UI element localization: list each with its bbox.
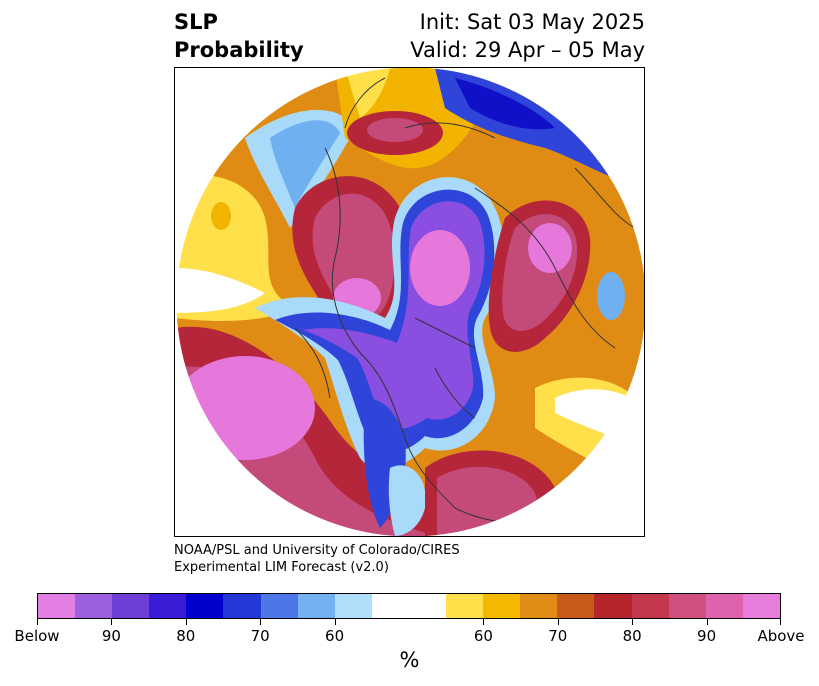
- lightblue-streak-south: [388, 465, 426, 536]
- colorbar-swatch: [112, 594, 150, 618]
- valid-period: Valid: 29 Apr – 05 May: [410, 38, 645, 62]
- colorbar-tick-label: Below: [14, 627, 60, 645]
- colorbar-swatch: [557, 594, 595, 618]
- colorbar-swatch: [520, 594, 558, 618]
- pink-core-central: [410, 230, 470, 306]
- colorbar-swatch: [631, 594, 669, 618]
- colorbar-swatch: [594, 594, 632, 618]
- colorbar-swatch: [742, 594, 780, 618]
- colorbar-swatch: [408, 594, 447, 618]
- colorbar-tick-label: 70: [548, 627, 568, 645]
- colorbar-tick-mark: [260, 619, 262, 625]
- polar-map-svg: [175, 68, 644, 536]
- colorbar-tick-mark: [111, 619, 113, 625]
- pink-core-east: [528, 223, 572, 273]
- probability-map: [174, 67, 645, 537]
- colorbar-swatch: [668, 594, 706, 618]
- variable-label: SLP: [174, 10, 218, 34]
- colorbar-swatch: [334, 594, 372, 618]
- colorbar-tick-label: 60: [325, 627, 345, 645]
- colorbar-tick-label: 90: [101, 627, 121, 645]
- colorbar-tick-mark: [706, 619, 708, 625]
- colorbar-unit: %: [399, 648, 420, 672]
- colorbar: [37, 593, 781, 619]
- product-label: Probability: [174, 38, 304, 62]
- colorbar-tick-mark: [557, 619, 559, 625]
- colorbar-swatch: [75, 594, 113, 618]
- colorbar-swatch: [223, 594, 261, 618]
- colorbar-tick-label: 80: [176, 627, 196, 645]
- colorbar-tick-label: 90: [697, 627, 717, 645]
- colorbar-swatch: [705, 594, 743, 618]
- colorbar-swatch: [186, 594, 224, 618]
- magenta-blob-north: [367, 118, 423, 142]
- init-date: Init: Sat 03 May 2025: [419, 10, 645, 34]
- colorbar-swatch: [297, 594, 335, 618]
- credits: NOAA/PSL and University of Colorado/CIRE…: [174, 542, 460, 576]
- colorbar-tick-mark: [37, 619, 38, 625]
- colorbar-tick-mark: [185, 619, 187, 625]
- blue-streak-north: [270, 120, 340, 208]
- colorbar-tick-mark: [334, 619, 336, 625]
- colorbar-swatch: [446, 594, 484, 618]
- skyblue-spot-east: [597, 272, 625, 320]
- colorbar-swatch: [149, 594, 187, 618]
- colorbar-tick-label: Above: [757, 627, 805, 645]
- colorbar-tick-mark: [632, 619, 634, 625]
- colorbar-swatch: [260, 594, 298, 618]
- colorbar-tick-mark: [483, 619, 485, 625]
- colorbar-swatch: [38, 594, 76, 618]
- colorbar-tick-label: 80: [622, 627, 642, 645]
- colorbar-swatch: [483, 594, 521, 618]
- colorbar-tick-mark: [780, 619, 781, 625]
- forecast-dates: Init: Sat 03 May 2025 Valid: 29 Apr – 05…: [410, 8, 645, 64]
- colorbar-tick-label: 70: [250, 627, 270, 645]
- darkblue-band-northeast: [455, 78, 555, 130]
- chart-title: SLP Probability: [174, 8, 304, 64]
- yellow-band-north: [345, 68, 390, 118]
- credit-line-2: Experimental LIM Forecast (v2.0): [174, 560, 389, 575]
- pink-region-pacific: [176, 356, 315, 460]
- map-disc-outline: [175, 68, 644, 536]
- colorbar-tick-label: 60: [473, 627, 493, 645]
- colorbar-ticks: Below 90 80 70 60 60 70 80 90 Above: [14, 619, 805, 645]
- colorbar-swatch: [371, 594, 409, 618]
- white-region-west: [176, 268, 265, 313]
- gold-spot-west: [211, 202, 231, 230]
- credit-line-1: NOAA/PSL and University of Colorado/CIRE…: [174, 543, 460, 558]
